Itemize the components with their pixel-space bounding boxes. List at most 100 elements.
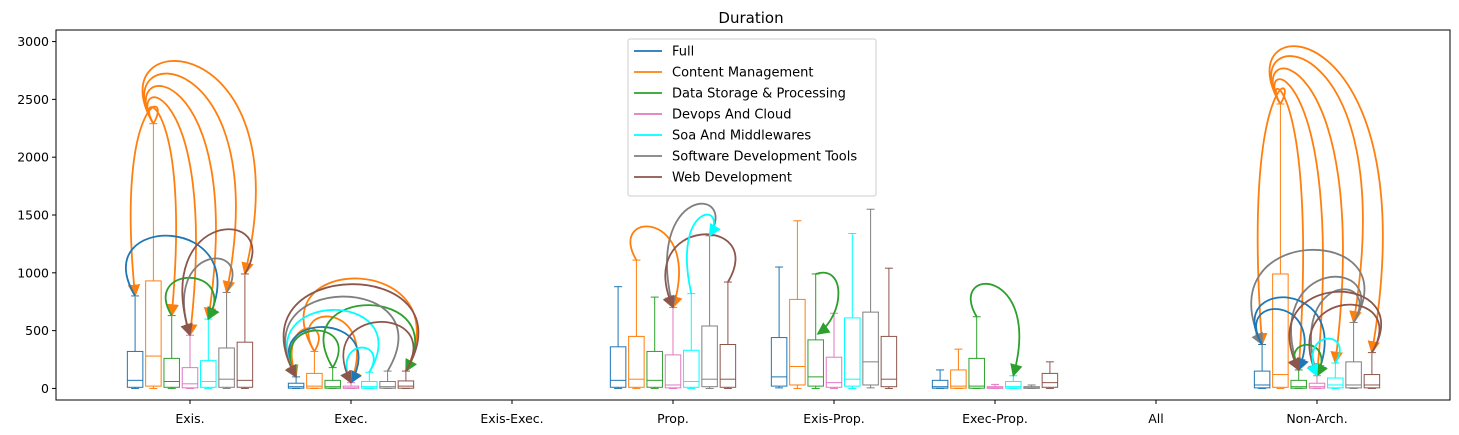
legend-label: Full xyxy=(672,45,694,60)
box-body xyxy=(646,350,663,388)
box-body xyxy=(287,382,305,389)
comparison-arrow xyxy=(285,309,380,378)
box-plot xyxy=(683,293,700,389)
box-plot xyxy=(287,376,305,389)
box-body xyxy=(931,379,949,389)
legend-label: Content Management xyxy=(672,66,813,81)
box-plot xyxy=(1363,352,1381,389)
comparison-arrow xyxy=(340,321,415,384)
comparison-arrow xyxy=(1288,290,1382,372)
legend-entry: Software Development Tools xyxy=(634,150,857,165)
legend-entry: Data Storage & Processing xyxy=(634,87,846,102)
box-body xyxy=(379,381,396,389)
legend-entry: Full xyxy=(634,45,694,60)
box-body xyxy=(683,349,700,388)
box-plot xyxy=(862,208,879,389)
box-body xyxy=(1041,372,1059,388)
box-body xyxy=(361,381,378,389)
box-body xyxy=(1327,377,1344,389)
box-body xyxy=(664,354,682,389)
box-body xyxy=(1308,382,1326,389)
x-tick-label: Exec-Prop. xyxy=(962,411,1028,426)
comparison-arrow xyxy=(287,326,362,384)
legend-entry: Soa And Middlewares xyxy=(634,129,811,144)
box-plot xyxy=(306,350,323,389)
comparison-arrow xyxy=(1270,55,1364,324)
box-body xyxy=(1005,381,1022,389)
box-plot xyxy=(379,370,396,389)
box-body xyxy=(789,298,806,386)
box-plot xyxy=(1272,103,1289,389)
comparison-arrow xyxy=(1306,303,1381,377)
comparison-arrow xyxy=(144,85,217,321)
box-plot xyxy=(1290,369,1307,389)
box-plot xyxy=(664,307,682,389)
legend: Full Content Management Data Storage & Pro… xyxy=(627,38,877,197)
y-tick-label: 3000 xyxy=(17,34,49,49)
box-plot xyxy=(931,369,949,389)
y-axis: 0 500 1000 1500 2000 2500 3000 xyxy=(17,34,56,396)
x-tick-label: Exec. xyxy=(334,411,367,426)
comparison-arrow xyxy=(146,96,198,337)
box-body xyxy=(825,356,843,388)
comparison-arrow xyxy=(1273,78,1325,377)
box-plot xyxy=(218,291,235,389)
box-body xyxy=(1290,379,1307,389)
comparison-arrow xyxy=(815,271,840,335)
box-plot xyxy=(1005,375,1022,389)
legend-entry: Web Development xyxy=(634,171,792,186)
box-plot xyxy=(1023,384,1040,389)
box-body xyxy=(1363,374,1381,389)
box-body xyxy=(1272,273,1289,388)
comparison-arrow xyxy=(664,202,717,309)
chart-title: Duration xyxy=(718,9,783,27)
legend-entry: Devops And Cloud xyxy=(634,108,791,123)
comparison-arrow xyxy=(284,295,400,378)
comparison-arrow xyxy=(322,304,418,373)
box-plot xyxy=(1308,375,1326,389)
legend-entry: Content Management xyxy=(634,66,813,81)
box-body xyxy=(236,341,254,388)
comparison-arrow xyxy=(1306,337,1341,377)
box-plot xyxy=(361,371,378,389)
box-body xyxy=(862,311,879,386)
box-plot xyxy=(126,295,144,389)
comparison-arrow xyxy=(1254,87,1286,346)
arrow-layer xyxy=(125,45,1384,384)
comparison-arrow xyxy=(1255,308,1309,372)
box-body xyxy=(844,317,861,387)
legend-label: Soa And Middlewares xyxy=(672,129,811,144)
y-tick-label: 2500 xyxy=(17,92,49,107)
box-body xyxy=(1345,361,1362,389)
comparison-arrow xyxy=(340,346,375,384)
y-tick-label: 500 xyxy=(25,323,49,338)
box-body xyxy=(200,360,217,388)
box-plot xyxy=(789,220,806,389)
comparison-arrow xyxy=(282,283,420,378)
comparison-arrow xyxy=(125,234,219,321)
box-body xyxy=(770,337,788,387)
comparison-arrow xyxy=(629,225,683,309)
box-plot xyxy=(236,273,254,389)
box-plot xyxy=(1327,362,1344,389)
box-body xyxy=(950,369,967,389)
x-axis: Exis. Exec. Exis-Exec. Prop. Exis-Prop. Exec-… xyxy=(175,400,1348,426)
box-body xyxy=(324,379,341,389)
comparison-arrow xyxy=(285,329,340,378)
legend-frame xyxy=(627,38,877,197)
comparison-arrow xyxy=(180,228,254,337)
box-plot xyxy=(200,318,217,389)
y-tick-label: 2000 xyxy=(17,150,49,165)
box-plot xyxy=(880,267,898,389)
comparison-arrow xyxy=(1253,296,1328,377)
box-body xyxy=(807,339,824,387)
box-plot xyxy=(1041,361,1059,389)
box-plot xyxy=(719,281,737,389)
box-body xyxy=(181,367,199,389)
y-tick-label: 1500 xyxy=(17,208,49,223)
box-body xyxy=(126,350,144,388)
legend-label: Web Development xyxy=(672,171,792,186)
box-body xyxy=(145,280,162,387)
box-plot xyxy=(968,316,985,389)
